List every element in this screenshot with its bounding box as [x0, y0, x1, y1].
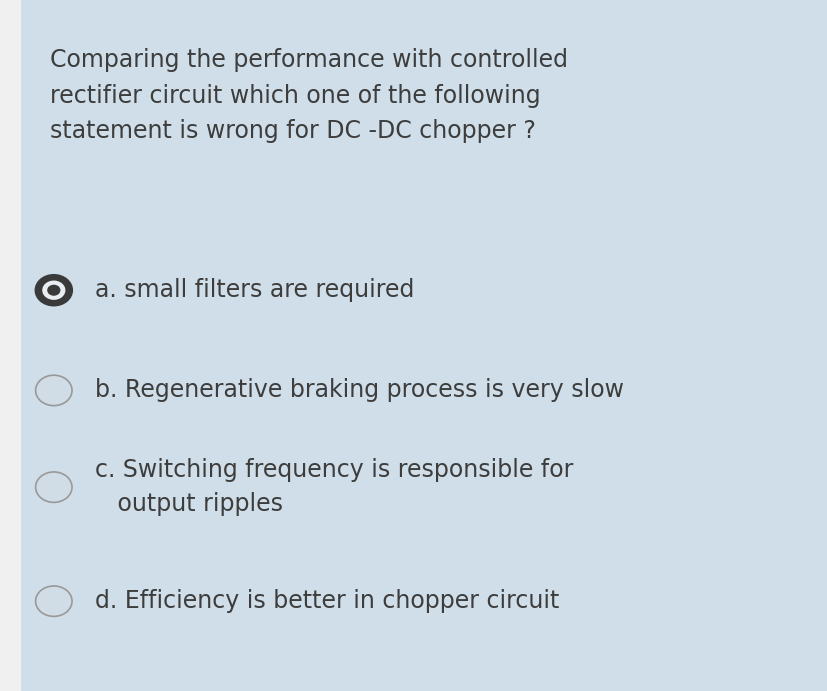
Text: Comparing the performance with controlled
rectifier circuit which one of the fol: Comparing the performance with controlle… — [50, 48, 567, 143]
FancyBboxPatch shape — [0, 0, 21, 691]
Text: b. Regenerative braking process is very slow: b. Regenerative braking process is very … — [95, 379, 624, 402]
Circle shape — [36, 472, 72, 502]
Circle shape — [36, 375, 72, 406]
Text: d. Efficiency is better in chopper circuit: d. Efficiency is better in chopper circu… — [95, 589, 559, 613]
Circle shape — [36, 586, 72, 616]
Circle shape — [36, 275, 72, 305]
Text: a. small filters are required: a. small filters are required — [95, 278, 414, 302]
Circle shape — [42, 281, 65, 300]
Text: c. Switching frequency is responsible for
   output ripples: c. Switching frequency is responsible fo… — [95, 458, 573, 516]
Circle shape — [47, 285, 60, 296]
